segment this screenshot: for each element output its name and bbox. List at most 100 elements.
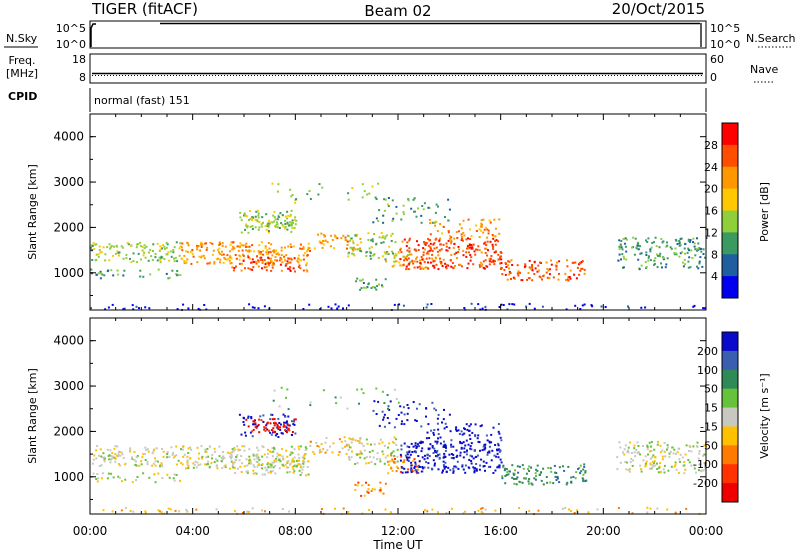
velocity-echo-cell bbox=[334, 396, 337, 399]
power-echo-cell bbox=[395, 260, 398, 263]
velocity-echo-cell bbox=[100, 455, 103, 458]
power-echo-cell bbox=[104, 259, 107, 262]
power-echo-cell bbox=[382, 241, 385, 244]
velocity-echo-cell bbox=[270, 451, 273, 454]
velocity-echo-cell bbox=[295, 466, 298, 469]
power-echo-cell bbox=[653, 241, 655, 244]
velocity-echo-cell bbox=[387, 472, 390, 475]
power-frame bbox=[89, 113, 707, 311]
velocity-echo-cell bbox=[363, 494, 366, 497]
power-echo-cell bbox=[126, 241, 129, 244]
velocity-echo-cell bbox=[653, 462, 655, 465]
velocity-echo-cell bbox=[331, 451, 334, 454]
power-echo-cell bbox=[566, 259, 568, 262]
velocity-echo-cell bbox=[91, 462, 94, 465]
power-echo-cell bbox=[267, 226, 270, 229]
power-echo-cell bbox=[416, 240, 418, 243]
velocity-echo-cell bbox=[474, 435, 477, 438]
velocity-echo-cell bbox=[262, 414, 265, 417]
velocity-echo-cell bbox=[441, 421, 443, 424]
power-echo-cell bbox=[417, 249, 420, 251]
velocity-echo-cell bbox=[273, 448, 276, 451]
power-echo-cell bbox=[172, 249, 175, 251]
velocity-echo-cell bbox=[243, 417, 245, 420]
power-echo-cell bbox=[646, 241, 649, 243]
velocity-echo-cell bbox=[450, 445, 453, 448]
velocity-echo-cell bbox=[246, 471, 249, 474]
power-echo-cell bbox=[640, 252, 643, 255]
velocity-echo-cell bbox=[292, 459, 295, 462]
power-echo-cell bbox=[293, 218, 296, 221]
velocity-echo-cell bbox=[449, 469, 452, 472]
velocity-echo-cell bbox=[208, 465, 211, 468]
power-echo-cell bbox=[487, 232, 490, 235]
date-title: 20/Oct/2015 bbox=[612, 0, 705, 18]
velocity-echo-cell bbox=[286, 455, 289, 458]
power-echo-cell bbox=[415, 257, 417, 260]
velocity-echo-cell bbox=[693, 464, 696, 467]
velocity-echo-cell bbox=[376, 458, 378, 461]
power-echo-cell bbox=[101, 273, 104, 276]
power-echo-cell bbox=[313, 247, 316, 250]
velocity-echo-cell bbox=[627, 446, 630, 449]
power-echo-cell bbox=[178, 254, 181, 257]
velocity-echo-cell bbox=[684, 468, 687, 471]
power-echo-cell bbox=[407, 199, 410, 202]
power-echo-cell bbox=[699, 256, 702, 259]
power-echo-cell bbox=[288, 223, 291, 226]
power-echo-cell bbox=[402, 204, 405, 207]
velocity-echo-cell bbox=[158, 510, 161, 513]
velocity-echo-cell bbox=[294, 432, 297, 435]
power-echo-cell bbox=[687, 266, 690, 269]
velocity-echo-cell bbox=[624, 444, 627, 447]
power-echo-cell bbox=[244, 228, 246, 231]
power-echo-cell bbox=[295, 198, 298, 201]
power-colorbar-segment bbox=[722, 232, 738, 255]
velocity-echo-cell bbox=[365, 438, 368, 441]
velocity-colorbar-segment bbox=[722, 426, 738, 446]
power-echo-cell bbox=[393, 255, 396, 258]
velocity-echo-cell bbox=[528, 510, 531, 513]
power-echo-cell bbox=[525, 305, 528, 308]
power-echo-cell bbox=[467, 247, 470, 250]
power-echo-cell bbox=[393, 264, 396, 267]
velocity-echo-cell bbox=[376, 452, 379, 455]
power-echo-cell bbox=[462, 239, 464, 242]
velocity-echo-cell bbox=[399, 459, 402, 462]
velocity-echo-cell bbox=[452, 467, 455, 470]
power-echo-cell bbox=[381, 285, 384, 288]
power-echo-cell bbox=[261, 216, 264, 219]
power-echo-cell bbox=[624, 245, 627, 248]
velocity-echo-cell bbox=[373, 488, 376, 491]
power-echo-cell bbox=[618, 248, 621, 251]
power-echo-cell bbox=[489, 240, 492, 243]
power-echo-cell bbox=[660, 262, 662, 265]
velocity-echo-cell bbox=[635, 449, 638, 451]
velocity-echo-cell bbox=[261, 473, 264, 476]
power-echo-cell bbox=[620, 258, 622, 261]
velocity-echo-cell bbox=[534, 472, 537, 475]
power-echo-cell bbox=[574, 304, 577, 307]
velocity-echo-cell bbox=[214, 458, 217, 461]
velocity-echo-cell bbox=[238, 459, 241, 462]
velocity-echo-cell bbox=[488, 451, 491, 454]
power-echo-cell bbox=[165, 272, 168, 275]
velocity-echo-cell bbox=[309, 440, 312, 443]
power-echo-cell bbox=[564, 272, 567, 275]
velocity-echo-cell bbox=[514, 469, 517, 472]
velocity-echo-cell bbox=[412, 460, 415, 462]
power-echo-cell bbox=[486, 240, 489, 243]
power-echo-cell bbox=[528, 259, 531, 262]
velocity-echo-cell bbox=[285, 426, 288, 429]
nsky-tick-bottom: 10^0 bbox=[56, 38, 86, 51]
power-echo-cell bbox=[211, 253, 214, 256]
power-echo-cell bbox=[459, 263, 462, 266]
power-echo-cell bbox=[703, 307, 706, 310]
velocity-echo-cell bbox=[170, 446, 173, 449]
velocity-echo-cell bbox=[441, 471, 444, 474]
power-echo-cell bbox=[466, 247, 469, 250]
velocity-echo-cell bbox=[272, 450, 275, 453]
velocity-echo-cell bbox=[515, 477, 518, 480]
velocity-echo-cell bbox=[693, 467, 696, 470]
power-echo-cell bbox=[274, 218, 277, 221]
